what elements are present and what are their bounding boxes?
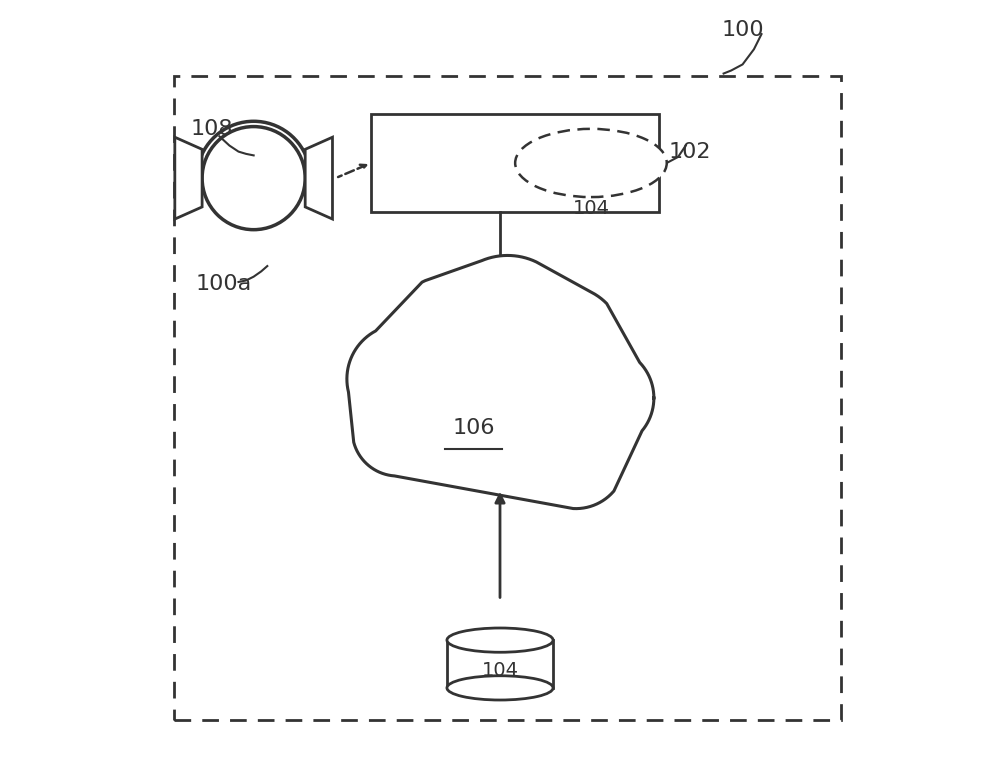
Text: 106: 106	[452, 418, 495, 438]
Circle shape	[397, 414, 497, 514]
Ellipse shape	[447, 628, 553, 652]
Text: 104: 104	[572, 199, 609, 218]
Circle shape	[352, 385, 443, 476]
Circle shape	[441, 255, 574, 389]
Circle shape	[526, 409, 626, 509]
Text: 102: 102	[668, 142, 711, 161]
Text: 100a: 100a	[195, 274, 251, 294]
Polygon shape	[305, 137, 332, 219]
Ellipse shape	[447, 676, 553, 700]
Polygon shape	[447, 640, 553, 688]
Ellipse shape	[515, 129, 667, 197]
Circle shape	[460, 426, 563, 529]
FancyBboxPatch shape	[371, 114, 659, 212]
Polygon shape	[175, 137, 202, 219]
Circle shape	[551, 346, 654, 449]
Circle shape	[347, 324, 456, 434]
Text: 100: 100	[721, 20, 764, 40]
Text: 108: 108	[191, 119, 233, 139]
Text: 104: 104	[482, 661, 518, 681]
Circle shape	[389, 275, 513, 399]
Circle shape	[360, 262, 640, 542]
Circle shape	[505, 286, 624, 404]
